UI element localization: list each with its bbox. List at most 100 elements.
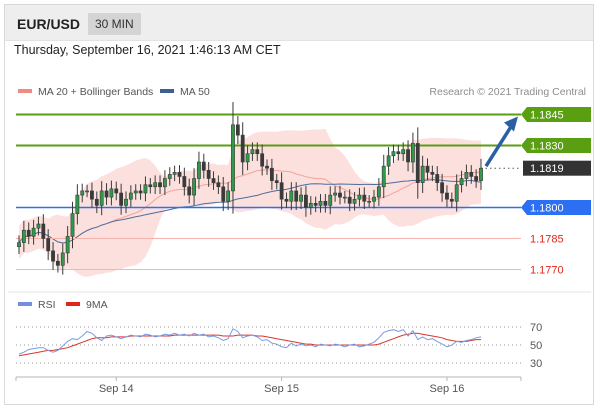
candle-body bbox=[235, 124, 240, 136]
candle bbox=[381, 154, 386, 199]
candle bbox=[304, 185, 308, 217]
candle bbox=[51, 242, 55, 270]
candle-body bbox=[192, 178, 196, 196]
candle bbox=[362, 187, 367, 210]
forecast-arrow-head bbox=[504, 116, 518, 132]
candle-body bbox=[80, 190, 85, 196]
candle bbox=[430, 165, 435, 182]
bollinger-bands bbox=[19, 129, 481, 277]
candle bbox=[221, 176, 226, 212]
candle bbox=[367, 195, 372, 208]
candle-body bbox=[459, 178, 464, 186]
candle-body bbox=[474, 176, 479, 181]
candle-body bbox=[415, 143, 420, 183]
candle-body bbox=[357, 194, 362, 200]
candle-body bbox=[124, 198, 128, 206]
rsi-legend-label: RSI bbox=[38, 299, 56, 311]
candle-body bbox=[167, 174, 172, 179]
candle-body bbox=[425, 165, 430, 173]
candle-body bbox=[445, 192, 449, 200]
candle-body bbox=[158, 182, 162, 188]
candle bbox=[274, 173, 279, 190]
candle-body bbox=[260, 153, 265, 167]
candle bbox=[148, 178, 153, 194]
candle-body bbox=[352, 198, 357, 204]
rsi-legend-swatch bbox=[18, 302, 32, 306]
ma50-legend-label: MA 50 bbox=[180, 86, 210, 98]
candle bbox=[162, 170, 167, 196]
ma20-legend-label: MA 20 + Bollinger Bands bbox=[38, 86, 153, 98]
candle bbox=[65, 226, 70, 264]
candle bbox=[440, 173, 444, 202]
candle-body bbox=[60, 252, 65, 266]
candle bbox=[94, 191, 99, 214]
candle-body bbox=[255, 149, 260, 155]
candle bbox=[41, 214, 46, 249]
candle bbox=[299, 187, 303, 210]
rsi-tick-label: 30 bbox=[530, 358, 542, 370]
candle-body bbox=[362, 194, 367, 202]
red-level-label: 1.1785 bbox=[530, 233, 564, 245]
candle bbox=[114, 181, 119, 201]
candle bbox=[216, 175, 221, 195]
candle bbox=[158, 175, 162, 195]
candle-body bbox=[65, 236, 70, 254]
candle bbox=[313, 196, 318, 213]
candle bbox=[128, 185, 133, 207]
candle-body bbox=[56, 260, 60, 266]
candle-body bbox=[464, 172, 469, 179]
candle-body bbox=[308, 203, 313, 208]
candle bbox=[182, 167, 187, 196]
candle-body bbox=[318, 200, 323, 206]
candle bbox=[31, 219, 36, 245]
candle-body bbox=[401, 149, 406, 155]
candle bbox=[269, 158, 274, 190]
candle bbox=[308, 196, 313, 215]
resistance-level-label: 1.1845 bbox=[530, 109, 564, 121]
x-axis: Sep 14 Sep 15 Sep 16 bbox=[15, 377, 522, 395]
candle bbox=[445, 185, 449, 207]
rsi-line bbox=[18, 328, 482, 355]
candle bbox=[406, 140, 410, 172]
resistance-level-label: 1.1830 bbox=[530, 140, 564, 152]
chart-datetime: Thursday, September 16, 2021 1:46:13 AM … bbox=[14, 43, 281, 57]
candle bbox=[469, 165, 474, 184]
candle bbox=[294, 182, 299, 211]
red-level-label: 1.1770 bbox=[530, 264, 564, 276]
candle-body bbox=[274, 180, 279, 183]
candle-body bbox=[46, 238, 51, 252]
candle-body bbox=[245, 153, 250, 163]
candle bbox=[75, 184, 80, 225]
candle-body bbox=[231, 124, 235, 192]
candle bbox=[415, 127, 420, 199]
candle bbox=[289, 182, 294, 211]
candle bbox=[109, 180, 114, 206]
candle-body bbox=[294, 190, 299, 202]
candle-body bbox=[128, 192, 133, 200]
candle bbox=[85, 184, 89, 198]
rsi-ma-legend-label: 9MA bbox=[86, 299, 108, 311]
candle bbox=[17, 235, 21, 254]
candle bbox=[318, 194, 323, 213]
candle-body bbox=[119, 192, 124, 206]
candle-body bbox=[211, 178, 216, 183]
candle-body bbox=[138, 190, 143, 194]
candle bbox=[80, 183, 85, 203]
candle-body bbox=[216, 182, 221, 188]
candle bbox=[133, 184, 138, 200]
candle-body bbox=[99, 190, 104, 206]
candle-body bbox=[440, 182, 444, 194]
candle bbox=[240, 122, 245, 175]
candle-body bbox=[279, 182, 284, 200]
timeframe-badge[interactable]: 30 MIN bbox=[88, 13, 141, 35]
candle bbox=[211, 171, 216, 190]
candle bbox=[333, 186, 338, 202]
candle-body bbox=[197, 161, 201, 179]
candle bbox=[36, 216, 41, 236]
x-tick-label: Sep 15 bbox=[264, 383, 299, 395]
candle-body bbox=[313, 203, 318, 206]
candle-body bbox=[323, 200, 328, 206]
candle bbox=[138, 184, 143, 200]
candle bbox=[245, 145, 250, 171]
